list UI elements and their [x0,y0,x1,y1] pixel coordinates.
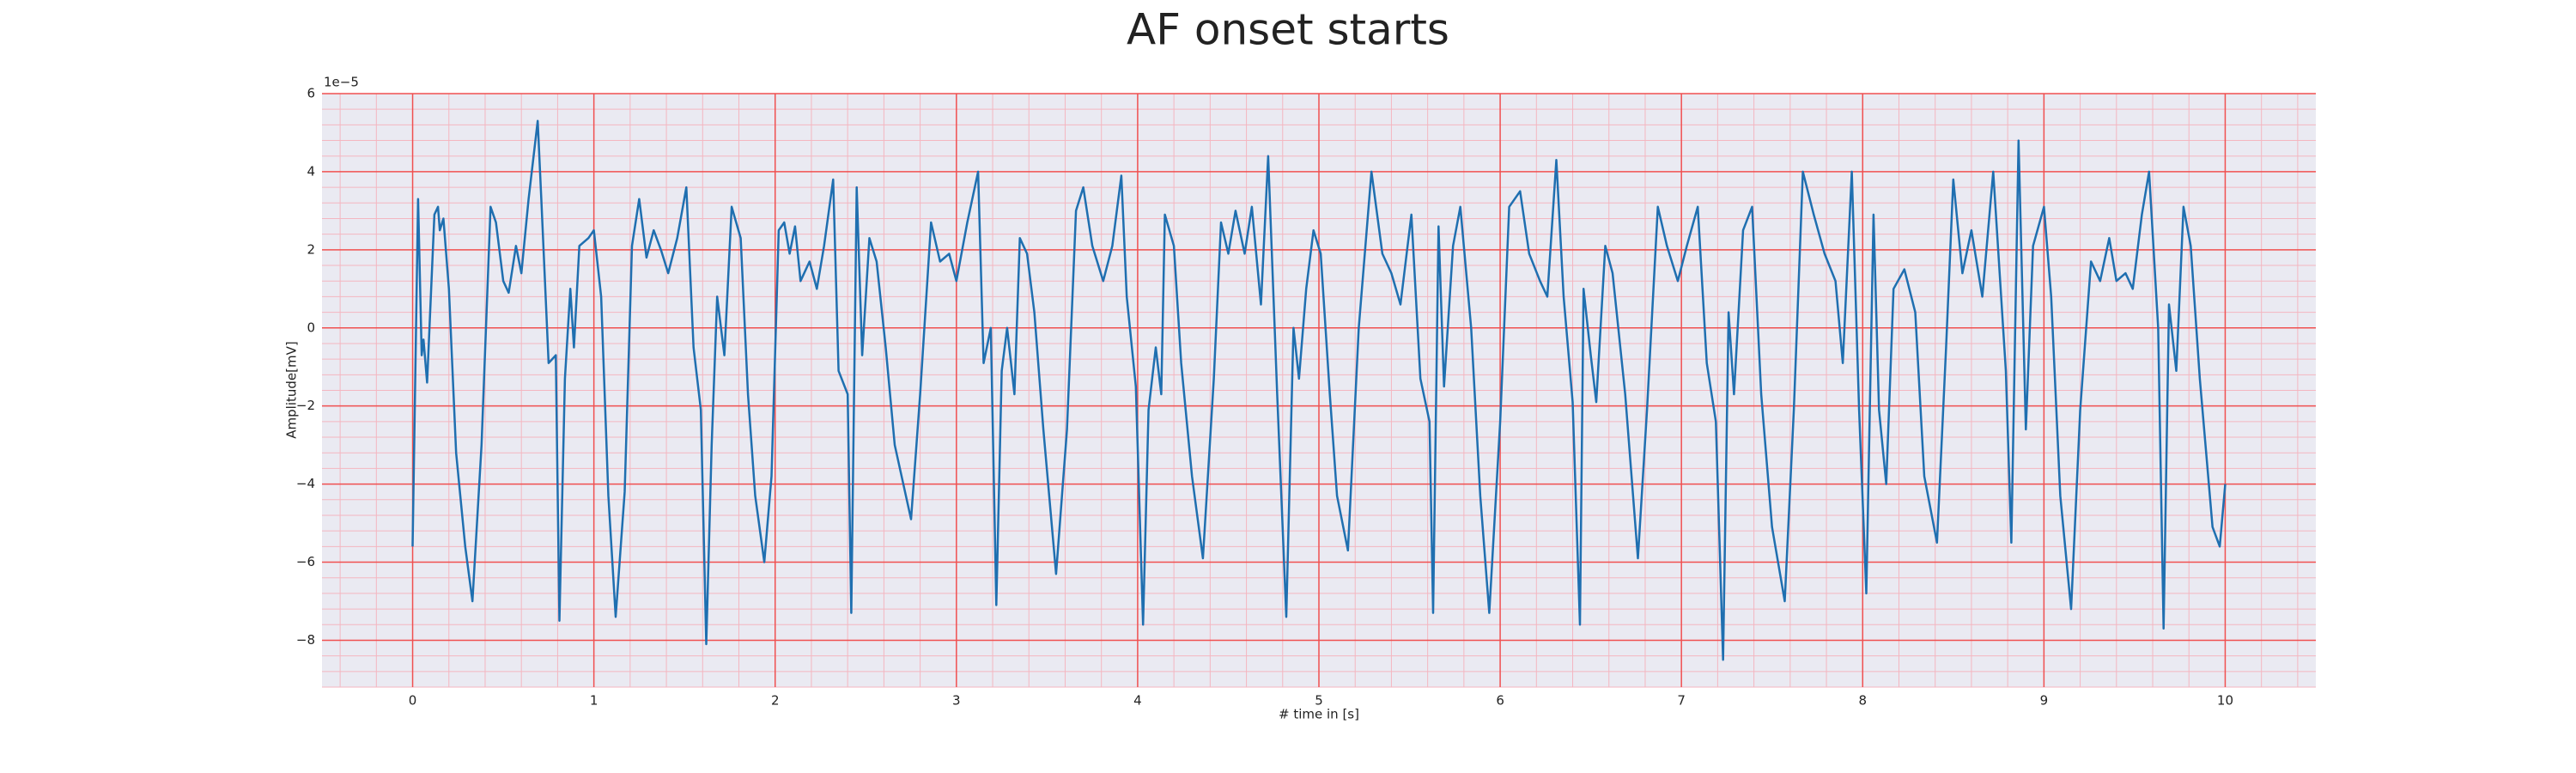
y-tick-label: −4 [296,476,315,491]
x-tick-label: 1 [590,693,598,709]
y-tick-label: 2 [307,241,315,257]
y-tick-label: 6 [307,86,315,101]
x-tick-label: 10 [2217,693,2233,709]
x-tick-label: 5 [1315,693,1323,709]
y-tick-label: −8 [296,632,315,648]
x-tick-label: 0 [409,693,417,709]
y-offset-label: 1e−5 [324,75,359,90]
signal-line [411,119,2227,661]
x-tick-label: 9 [2040,693,2049,709]
y-tick-label: 0 [307,320,315,335]
y-tick-label: 4 [307,163,315,179]
x-tick-label: 4 [1133,693,1142,709]
x-tick-label: 7 [1677,693,1686,709]
x-axis-label: # time in [s] [1279,707,1359,722]
x-tick-label: 8 [1858,693,1867,709]
x-tick-label: 3 [952,693,961,709]
y-axis-label: Amplitude[mV] [284,341,300,438]
y-tick-label: −2 [296,398,315,413]
x-tick-label: 6 [1496,693,1504,709]
chart-title: AF onset starts [1127,5,1449,55]
y-tick-label: −6 [296,554,315,569]
x-tick-label: 2 [771,693,780,709]
